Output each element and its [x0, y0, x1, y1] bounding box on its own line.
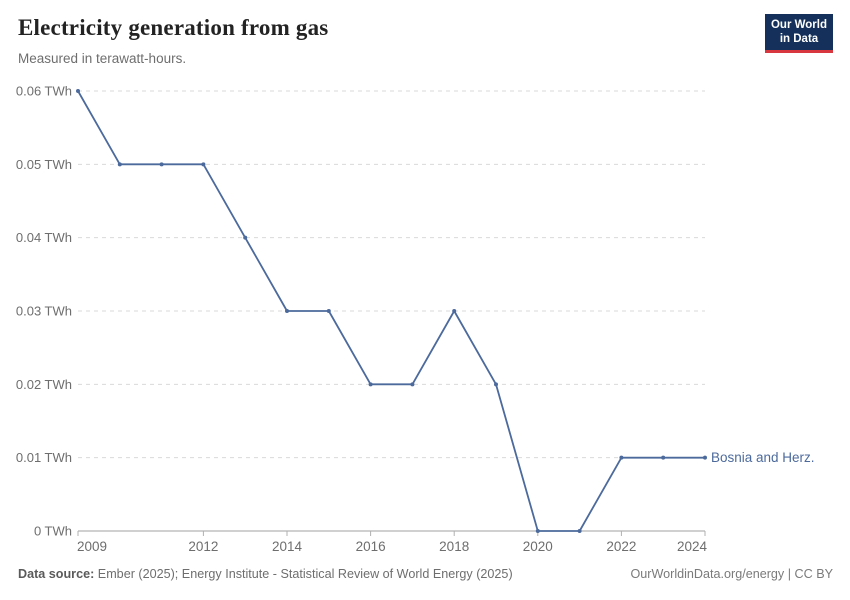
data-point[interactable] — [452, 309, 457, 313]
y-tick-label: 0.01 TWh — [16, 450, 72, 465]
x-tick-label: 2012 — [188, 539, 218, 554]
x-tick-label: 2009 — [77, 539, 107, 554]
x-tick-label: 2018 — [439, 539, 469, 554]
data-source-text: Ember (2025); Energy Institute - Statist… — [94, 567, 513, 581]
data-point[interactable] — [368, 382, 373, 387]
data-point[interactable] — [76, 89, 80, 93]
data-point[interactable] — [285, 309, 289, 313]
y-tick-label: 0.04 TWh — [16, 230, 72, 245]
data-point[interactable] — [619, 455, 624, 460]
data-line[interactable] — [77, 90, 706, 532]
page-title: Electricity generation from gas — [18, 15, 329, 40]
data-point[interactable] — [117, 162, 122, 167]
x-tick-label: 2016 — [356, 539, 386, 554]
data-source-note: Data source: Ember (2025); Energy Instit… — [18, 567, 513, 581]
chart-subtitle: Measured in terawatt-hours. — [18, 51, 187, 66]
data-point[interactable] — [535, 529, 540, 533]
series-label[interactable]: Bosnia and Herz. — [711, 450, 815, 465]
y-tick-label: 0 TWh — [34, 524, 72, 539]
data-point[interactable] — [577, 529, 582, 533]
y-tick-label: 0.06 TWh — [16, 84, 72, 99]
data-point[interactable] — [703, 455, 707, 460]
x-tick-label: 2014 — [272, 539, 303, 554]
x-tick-label: 2020 — [523, 539, 553, 554]
data-point[interactable] — [243, 235, 248, 240]
x-tick-label: 2024 — [677, 539, 708, 554]
x-tick-label: 2022 — [606, 539, 636, 554]
data-point[interactable] — [326, 309, 331, 313]
data-point[interactable] — [201, 162, 206, 167]
y-tick-label: 0.02 TWh — [16, 377, 72, 392]
data-point[interactable] — [159, 162, 164, 167]
credit-link: OurWorldinData.org/energy | CC BY — [630, 567, 833, 581]
y-tick-label: 0.05 TWh — [16, 157, 72, 172]
data-point[interactable] — [410, 382, 415, 387]
chart-footer: Data source: Ember (2025); Energy Instit… — [18, 567, 833, 581]
owid-logo-line1: Our World — [770, 19, 827, 31]
data-point[interactable] — [494, 382, 498, 387]
data-point[interactable] — [661, 455, 666, 460]
owid-logo[interactable]: Our World in Data — [765, 14, 833, 53]
owid-logo-line2: in Data — [779, 33, 819, 46]
data-source-label: Data source: — [18, 567, 95, 581]
y-tick-label: 0.03 TWh — [16, 304, 72, 319]
